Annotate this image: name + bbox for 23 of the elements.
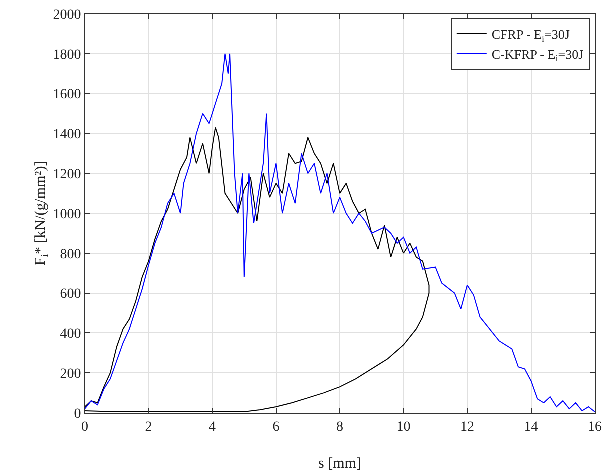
line-series (85, 127, 430, 412)
y-tick-label: 1400 (53, 128, 82, 143)
y-tick-label: 400 (60, 327, 82, 342)
x-tick-label: 12 (460, 420, 474, 435)
x-tick-label: 4 (209, 420, 216, 435)
y-tick-label: 600 (60, 287, 82, 302)
x-tick-label: 10 (396, 420, 411, 435)
x-tick-label: 8 (336, 420, 344, 435)
y-tick-label: 1800 (53, 48, 82, 63)
y-tick-label: 1200 (53, 168, 82, 182)
y-tick-label: 1000 (53, 207, 82, 222)
legend-label: C-KFRP - E$_{i}$=30J (492, 46, 584, 64)
legend-label: CFRP - E$_{i}$=30J (492, 27, 570, 44)
x-axis-title: s [mm] (318, 456, 362, 472)
x-tick-label: 14 (524, 420, 538, 435)
y-tick-label: 200 (60, 367, 82, 382)
x-tick-label: 6 (272, 420, 280, 435)
y-tick-label: 800 (60, 247, 82, 262)
y-tick-label: 2000 (53, 8, 82, 23)
x-tick-label: 16 (588, 420, 602, 435)
x-tick-label: 2 (145, 420, 152, 435)
y-tick-label: 1600 (53, 88, 82, 103)
y-tick-label: 0 (74, 406, 82, 422)
